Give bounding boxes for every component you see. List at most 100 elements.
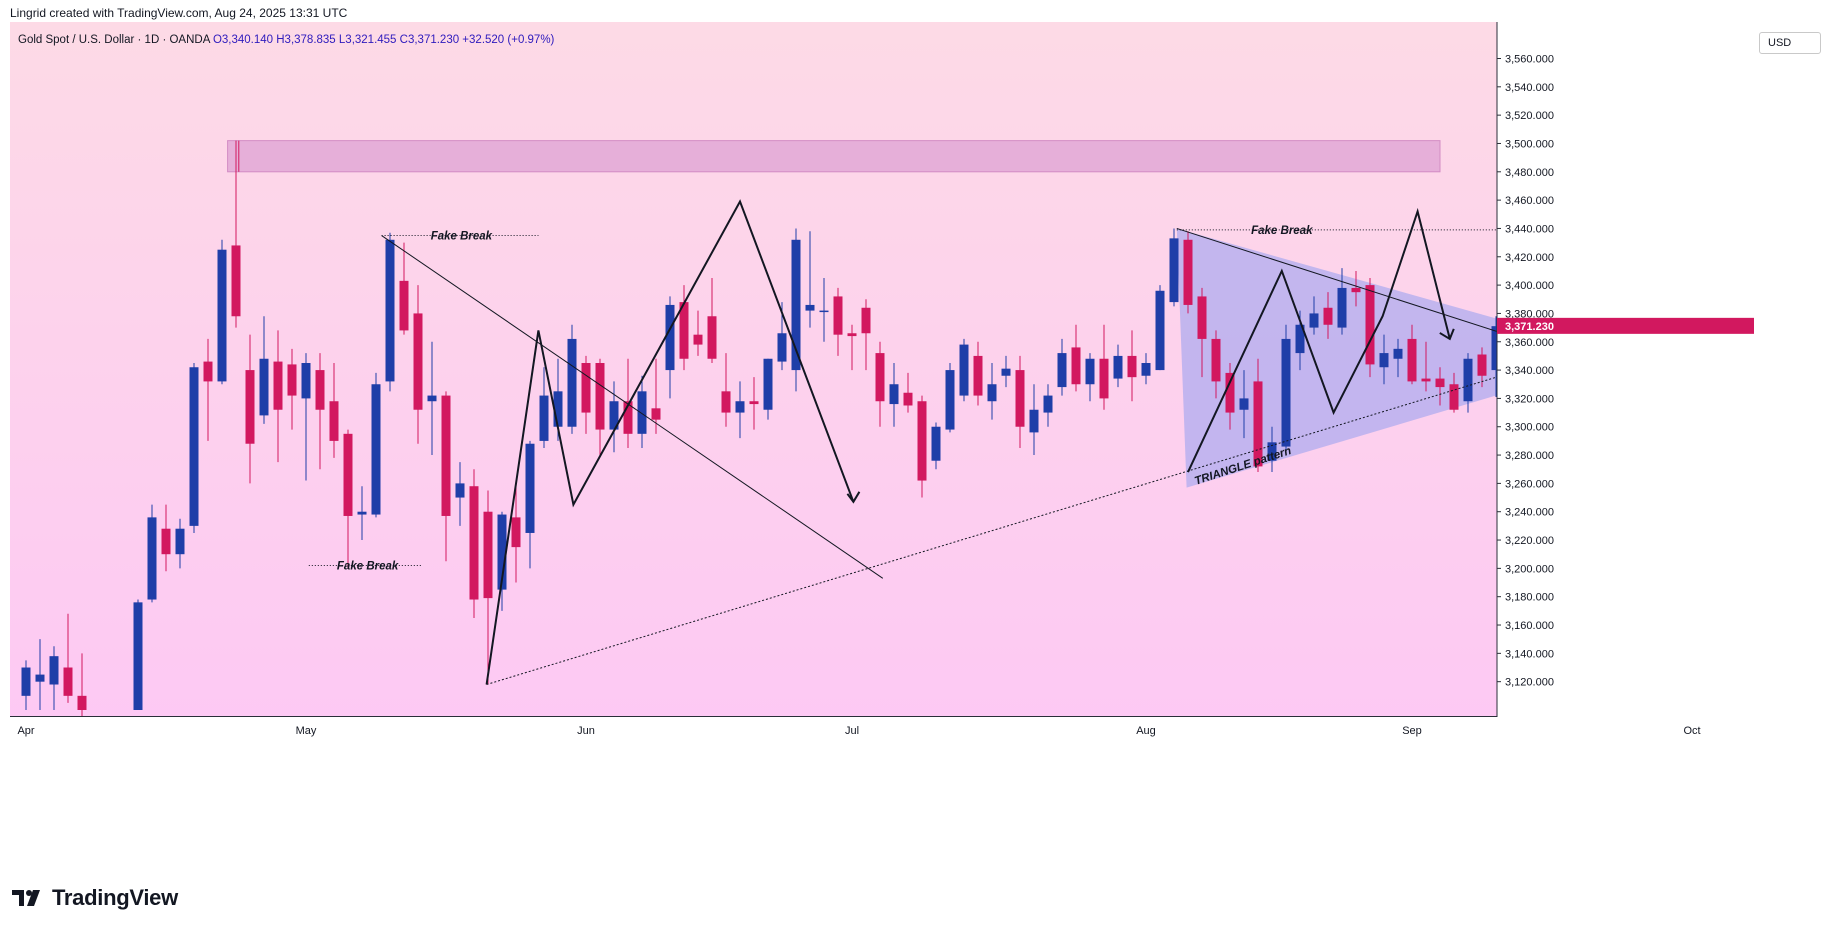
triangle-wave-path[interactable]	[1187, 207, 1451, 473]
candle[interactable]	[1169, 228, 1179, 307]
candle[interactable]	[273, 330, 283, 463]
candle[interactable]	[1155, 285, 1165, 371]
candle[interactable]	[889, 363, 899, 427]
candle[interactable]	[1029, 384, 1039, 456]
candle[interactable]	[665, 296, 675, 399]
candle[interactable]	[945, 363, 955, 433]
candle[interactable]	[1071, 324, 1081, 392]
candle[interactable]	[679, 285, 689, 371]
candle[interactable]	[861, 299, 871, 371]
candle[interactable]	[21, 660, 31, 710]
candle[interactable]	[1183, 231, 1193, 314]
candle[interactable]	[357, 486, 367, 541]
candle[interactable]	[161, 504, 171, 572]
candle[interactable]	[245, 334, 255, 484]
candle[interactable]	[1449, 372, 1459, 413]
candle[interactable]	[749, 377, 759, 430]
candle[interactable]	[329, 363, 339, 458]
candle[interactable]	[1351, 270, 1361, 307]
candle[interactable]	[721, 353, 731, 427]
candle[interactable]	[427, 341, 437, 456]
resistance-zone[interactable]	[227, 140, 1441, 173]
candle[interactable]	[1323, 292, 1333, 339]
candle[interactable]	[1379, 334, 1389, 385]
candle[interactable]	[203, 338, 213, 441]
candle[interactable]	[49, 646, 59, 710]
candle[interactable]	[1239, 370, 1249, 439]
candle[interactable]	[511, 486, 521, 583]
zigzag-wave-path[interactable]	[485, 199, 855, 685]
candle[interactable]	[1421, 341, 1431, 392]
candle[interactable]	[1491, 316, 1501, 397]
candle[interactable]	[791, 228, 801, 392]
candle[interactable]	[1099, 324, 1109, 410]
candle[interactable]	[1435, 367, 1445, 406]
candle[interactable]	[833, 287, 843, 356]
candle[interactable]	[1281, 324, 1291, 456]
candle[interactable]	[1141, 353, 1151, 385]
descending-trendline[interactable]	[381, 235, 884, 579]
candle[interactable]	[539, 367, 549, 448]
candle[interactable]	[371, 372, 381, 518]
candle[interactable]	[343, 429, 353, 569]
candle[interactable]	[1197, 287, 1207, 378]
candle[interactable]	[147, 504, 157, 603]
candle[interactable]	[483, 490, 493, 685]
candle[interactable]	[315, 353, 325, 470]
candle[interactable]	[917, 395, 927, 498]
candle[interactable]	[1365, 278, 1375, 378]
candle[interactable]	[231, 140, 241, 328]
candle[interactable]	[1267, 426, 1277, 473]
chart-area[interactable]: 3,120.000 3,140.000 3,160.000 3,180.000 3,20…	[10, 22, 1754, 840]
candle[interactable]	[441, 391, 451, 562]
candle[interactable]	[1113, 344, 1123, 388]
candle[interactable]	[959, 338, 969, 402]
candle[interactable]	[1211, 330, 1221, 399]
candle[interactable]	[469, 469, 479, 618]
candle[interactable]	[595, 358, 605, 456]
candle[interactable]	[567, 324, 577, 434]
candle[interactable]	[77, 653, 87, 718]
candle[interactable]	[497, 511, 507, 611]
candle[interactable]	[987, 363, 997, 420]
candle[interactable]	[1043, 384, 1053, 427]
candle[interactable]	[973, 341, 983, 406]
candle[interactable]	[651, 358, 661, 434]
candle[interactable]	[175, 518, 185, 569]
candle[interactable]	[1001, 355, 1011, 388]
candle[interactable]	[35, 639, 45, 710]
last-price-tag[interactable]	[1497, 317, 1754, 334]
candle[interactable]	[1407, 324, 1417, 385]
candle[interactable]	[609, 381, 619, 453]
candle[interactable]	[1225, 363, 1235, 430]
candle[interactable]	[1015, 355, 1025, 448]
candle[interactable]	[1309, 296, 1319, 335]
candle[interactable]	[805, 231, 815, 328]
candle[interactable]	[301, 353, 311, 481]
time-axis-pane[interactable]	[10, 717, 1754, 840]
candle[interactable]	[399, 242, 409, 335]
candle[interactable]	[1477, 347, 1487, 388]
candle[interactable]	[819, 278, 829, 342]
candle[interactable]	[763, 358, 773, 420]
candle[interactable]	[903, 372, 913, 413]
rising-support-line[interactable]	[486, 338, 1623, 685]
candle[interactable]	[735, 381, 745, 439]
candle[interactable]	[581, 355, 591, 434]
candle[interactable]	[637, 375, 647, 448]
candle[interactable]	[847, 324, 857, 371]
candle[interactable]	[133, 599, 143, 710]
candle[interactable]	[1253, 358, 1263, 473]
chart-svg[interactable]: 3,120.000 3,140.000 3,160.000 3,180.000 3,20…	[10, 22, 1754, 840]
candle[interactable]	[525, 440, 535, 569]
candle[interactable]	[385, 232, 395, 392]
candle[interactable]	[63, 613, 73, 703]
candle[interactable]	[1337, 268, 1347, 335]
candle[interactable]	[413, 285, 423, 444]
candle[interactable]	[1057, 338, 1067, 396]
candle[interactable]	[1127, 330, 1137, 402]
candle[interactable]	[693, 310, 703, 356]
candle[interactable]	[875, 341, 885, 427]
candle[interactable]	[189, 363, 199, 533]
candle[interactable]	[1085, 353, 1095, 402]
